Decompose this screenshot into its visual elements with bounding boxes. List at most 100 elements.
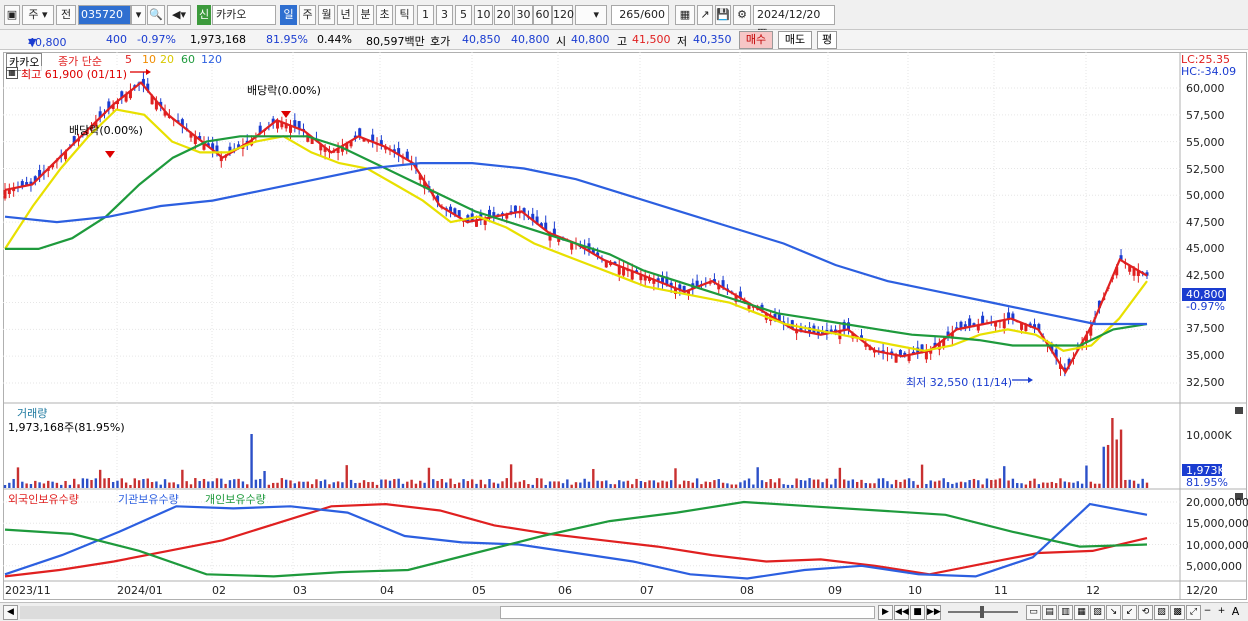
open-price: 40,800 xyxy=(571,33,610,46)
count-field[interactable]: 265/600 xyxy=(611,5,669,25)
candle-body xyxy=(829,329,833,333)
holding-panel-close-icon[interactable] xyxy=(1235,493,1243,500)
scroll-bar[interactable]: ◀ ▶ ◀◀ ■ ▶▶ ▭ ▤ ▥ ▦ ▧ ↘ ↙ ⟲ ▨ ▩ ⤢ − + A xyxy=(0,602,1248,621)
save-icon[interactable]: 💾 xyxy=(715,5,731,25)
tool-icon-11[interactable]: ⤢ xyxy=(1186,605,1201,620)
volume-bar xyxy=(544,484,547,488)
candle-body xyxy=(215,145,219,154)
period-tick-tab[interactable]: 틱 xyxy=(395,5,414,25)
interval-30[interactable]: 30 xyxy=(514,5,533,25)
volume-bar xyxy=(349,479,353,488)
volume-bar xyxy=(864,482,868,488)
tool-icon-5[interactable]: ▧ xyxy=(1090,605,1105,620)
hoga-label: 호가 xyxy=(430,35,451,48)
volume-bar xyxy=(678,484,682,488)
sell-button[interactable]: 매도 xyxy=(778,31,812,49)
tool-icon-10[interactable]: ▩ xyxy=(1170,605,1185,620)
prev-button[interactable]: 전 xyxy=(56,5,76,25)
interval-10[interactable]: 10 xyxy=(474,5,493,25)
candle-body xyxy=(198,136,202,140)
tool-icon-7[interactable]: ↙ xyxy=(1122,605,1137,620)
volume-bar xyxy=(401,483,405,488)
scroll-thumb[interactable] xyxy=(500,606,875,619)
volume-panel-close-icon[interactable] xyxy=(1235,407,1243,414)
volume-bar xyxy=(886,481,889,488)
balance-button[interactable]: 평 xyxy=(817,31,837,49)
interval-120[interactable]: 120 xyxy=(552,5,574,25)
speaker-icon[interactable]: ◀▾ xyxy=(167,5,191,25)
volume-bar xyxy=(756,467,759,488)
period-minute-tab[interactable]: 분 xyxy=(357,5,374,25)
x-tick: 03 xyxy=(293,584,307,597)
volume-bar xyxy=(674,468,677,488)
volume-bar xyxy=(990,479,993,488)
code-dropdown-icon[interactable]: ▾ xyxy=(131,5,146,25)
grid-toggle-icon[interactable]: ▦ xyxy=(6,67,18,79)
candle-body xyxy=(834,329,838,332)
period-week-tab[interactable]: 주 xyxy=(299,5,316,25)
period-type-select[interactable]: 주 ▾ xyxy=(22,5,54,25)
chart-area[interactable] xyxy=(3,52,1247,600)
rewind-icon[interactable]: ◀◀ xyxy=(894,605,909,620)
volume-bar xyxy=(847,480,850,488)
tool-icon-9[interactable]: ▨ xyxy=(1154,605,1169,620)
scroll-right-icon[interactable]: ▶ xyxy=(878,605,893,620)
interval-3[interactable]: 3 xyxy=(436,5,453,25)
volume-bar xyxy=(306,481,310,488)
stock-name-field[interactable]: 카카오 xyxy=(212,5,276,25)
stop-icon[interactable]: ■ xyxy=(910,605,925,620)
volume-bar xyxy=(514,482,517,488)
volume-bar xyxy=(228,480,232,488)
scroll-left-icon[interactable]: ◀ xyxy=(3,605,18,620)
tool-icon-4[interactable]: ▦ xyxy=(1074,605,1089,620)
volume-bar xyxy=(609,484,612,488)
zoom-in-icon[interactable]: + xyxy=(1217,606,1226,616)
tool-icon-3[interactable]: ▥ xyxy=(1058,605,1073,620)
volume-bar xyxy=(1046,482,1049,488)
search-icon[interactable]: 🔍 xyxy=(147,5,165,25)
interval-5[interactable]: 5 xyxy=(455,5,472,25)
window-menu-icon[interactable]: ▣ xyxy=(4,5,20,25)
volume-bar xyxy=(241,481,245,488)
tool-icon-8[interactable]: ⟲ xyxy=(1138,605,1153,620)
candle-body xyxy=(107,101,111,109)
stock-code-input[interactable]: 035720 xyxy=(78,5,131,25)
current-price-pct: -0.97% xyxy=(1186,300,1225,313)
holding-line-개인보유수량 xyxy=(4,500,1148,578)
candle-body xyxy=(816,330,820,335)
volume-bar xyxy=(994,479,997,488)
period-year-tab[interactable]: 년 xyxy=(337,5,354,25)
period-second-tab[interactable]: 초 xyxy=(376,5,393,25)
candle-body xyxy=(738,291,742,298)
holding-line-외국인보유수량 xyxy=(4,502,1148,578)
interval-20[interactable]: 20 xyxy=(494,5,513,25)
font-size-icon[interactable]: A xyxy=(1231,605,1240,618)
volume-bar xyxy=(704,481,707,488)
volume-bar xyxy=(1016,483,1019,488)
volume-bar xyxy=(380,479,383,488)
trend-icon[interactable]: ↗ xyxy=(697,5,713,25)
tool-icon-1[interactable]: ▭ xyxy=(1026,605,1041,620)
x-tick: 09 xyxy=(828,584,842,597)
volume-bar xyxy=(215,478,219,488)
tool-icon-6[interactable]: ↘ xyxy=(1106,605,1121,620)
zoom-slider-handle[interactable] xyxy=(980,606,984,618)
period-month-tab[interactable]: 월 xyxy=(318,5,335,25)
period-day-tab[interactable]: 일 xyxy=(280,5,297,25)
interval-1[interactable]: 1 xyxy=(417,5,434,25)
tool-icon-2[interactable]: ▤ xyxy=(1042,605,1057,620)
interval-60[interactable]: 60 xyxy=(533,5,552,25)
scroll-track[interactable] xyxy=(20,606,500,619)
buy-button[interactable]: 매수 xyxy=(739,31,773,49)
volume-bar xyxy=(782,484,785,488)
zoom-out-icon[interactable]: − xyxy=(1203,606,1212,616)
candle-body xyxy=(483,218,487,225)
candle-body xyxy=(1145,272,1149,276)
volume-bar xyxy=(276,482,279,488)
play-icon[interactable]: ▶▶ xyxy=(926,605,941,620)
gear-icon[interactable]: ⚙ xyxy=(733,5,751,25)
chart-type-icon[interactable]: ▦ xyxy=(675,5,695,25)
volume-bar xyxy=(466,481,470,488)
volume-bar xyxy=(259,478,262,488)
custom-interval-select[interactable]: ▾ xyxy=(575,5,607,25)
